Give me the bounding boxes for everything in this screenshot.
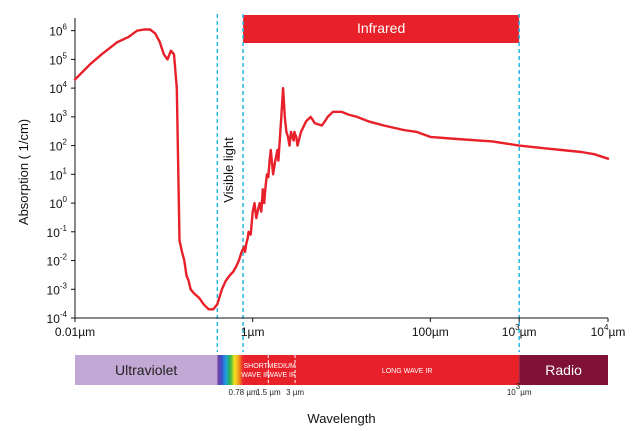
y-tick-label-10-base: 10	[47, 312, 61, 326]
x-axis-title: Wavelength	[307, 411, 375, 426]
y-tick-label-6-exp: 0	[63, 195, 68, 204]
y-tick-label-8-exp: -2	[60, 253, 68, 262]
ticks-layer: 10610510410310210110010-110-210-310-40.0…	[47, 23, 626, 339]
band-marker-label-2: 3 µm	[286, 388, 304, 397]
y-tick-label-5-exp: 1	[63, 166, 68, 175]
y-tick-label-10: 10-4	[47, 310, 68, 326]
x-tick-label-1-unit: µm	[248, 325, 265, 339]
y-tick-label-7: 10-1	[47, 224, 68, 240]
y-tick-label-4-base: 10	[49, 140, 63, 154]
x-tick-label-0-base: 0.01	[55, 325, 79, 339]
y-tick-label-3-exp: 3	[63, 109, 68, 118]
y-tick-label-9-base: 10	[47, 283, 61, 297]
y-tick-label-8-base: 10	[47, 255, 61, 269]
spectrum-band-label-2-line-1: WAVE IR	[241, 372, 270, 379]
spectrum-band-label-4-line-0: LONG WAVE IR	[382, 368, 433, 375]
spectrum-band-label-2: SHORT WAVE IR	[241, 363, 270, 379]
spectrum-band-2	[243, 355, 269, 385]
spectrum-band-label-3-line-0: MEDIUM	[267, 363, 296, 370]
y-tick-label-5-base: 10	[49, 168, 63, 182]
x-tick-label-0: 0.01µm	[55, 325, 95, 339]
y-tick-label-5: 101	[49, 166, 67, 182]
x-tick-label-0-unit: µm	[78, 325, 95, 339]
absorption-series-line	[73, 28, 610, 311]
x-tick-label-2-unit: µm	[432, 325, 449, 339]
x-tick-label-4-exp: 4	[604, 323, 609, 332]
spectrum-band-5	[519, 355, 608, 385]
band-marker-label-3: 103µm	[507, 382, 532, 397]
x-tick-label-2: 100µm	[412, 325, 449, 339]
spectrum-band-0	[75, 355, 218, 385]
y-tick-label-3: 103	[49, 109, 67, 125]
band-marker-label-3-exp: 3	[516, 382, 521, 391]
spectrum-band-1	[217, 355, 244, 385]
y-tick-label-4: 102	[49, 138, 67, 154]
x-tick-label-1: 1µm	[241, 325, 265, 339]
x-tick-label-4-base: 10	[591, 325, 605, 339]
boundary-lines-layer	[216, 14, 520, 352]
spectrum-band-label-0: Ultraviolet	[115, 362, 177, 378]
x-tick-label-3-unit: µm	[520, 325, 537, 339]
x-tick-label-3-exp: 3	[515, 323, 520, 332]
y-tick-label-7-exp: -1	[60, 224, 68, 233]
infrared-label: Infrared	[357, 20, 405, 36]
visible-light-label: Visible light	[221, 137, 236, 203]
axes-layer	[74, 18, 608, 319]
y-tick-label-9: 10-3	[47, 281, 68, 297]
series-layer	[73, 28, 610, 311]
spectrum-bar: Ultraviolet SHORT WAVE IR MEDIUM WAVE IR LONG…	[75, 355, 608, 397]
y-tick-label-6: 100	[49, 195, 67, 211]
y-tick-label-1-base: 10	[49, 53, 63, 67]
spectrum-band-3	[268, 355, 296, 385]
spectrum-band-4	[295, 355, 520, 385]
y-tick-label-8: 10-2	[47, 253, 68, 269]
y-axis-title: Absorption ( 1/cm)	[16, 119, 31, 225]
y-tick-label-7-base: 10	[47, 226, 61, 240]
y-tick-label-0-base: 10	[49, 25, 63, 39]
y-tick-label-0: 106	[49, 23, 67, 39]
y-tick-label-2-base: 10	[49, 82, 63, 96]
y-tick-label-3-base: 10	[49, 111, 63, 125]
x-tick-label-4-unit: µm	[608, 325, 625, 339]
y-tick-label-9-exp: -3	[60, 281, 68, 290]
annotation-layer: Visible light	[221, 137, 236, 203]
y-tick-label-2-exp: 4	[63, 80, 68, 89]
spectrum-band-label-4: LONG WAVE IR	[382, 368, 433, 375]
y-tick-label-2: 104	[49, 80, 67, 96]
infrared-band	[243, 15, 520, 43]
band-marker-label-3-unit: µm	[520, 388, 532, 397]
y-tick-label-10-exp: -4	[60, 310, 68, 319]
x-tick-label-1-base: 1	[241, 325, 248, 339]
y-tick-label-0-exp: 6	[63, 23, 68, 32]
x-tick-label-3-base: 10	[502, 325, 516, 339]
infrared-band-layer: Infrared	[243, 15, 520, 43]
x-tick-label-3: 103µm	[502, 323, 537, 339]
y-tick-label-1-exp: 5	[63, 51, 68, 60]
y-tick-label-6-base: 10	[49, 197, 63, 211]
band-marker-label-1: 1.5 µm	[256, 388, 281, 397]
y-tick-label-4-exp: 2	[63, 138, 68, 147]
spectrum-band-label-2-line-0: SHORT	[244, 363, 269, 370]
axis-titles-layer: Wavelength Absorption ( 1/cm)	[16, 119, 376, 426]
spectrum-band-label-3: MEDIUM WAVE IR	[267, 363, 296, 379]
y-tick-label-1: 105	[49, 51, 67, 67]
x-tick-label-4: 104µm	[591, 323, 626, 339]
band-marker-label-3-base: 10	[507, 388, 516, 397]
spectrum-band-label-3-line-1: WAVE IR	[267, 372, 296, 379]
spectrum-band-label-5: Radio	[545, 362, 582, 378]
band-marker-label-0: 0.78 µm	[229, 388, 258, 397]
x-tick-label-2-base: 100	[412, 325, 432, 339]
